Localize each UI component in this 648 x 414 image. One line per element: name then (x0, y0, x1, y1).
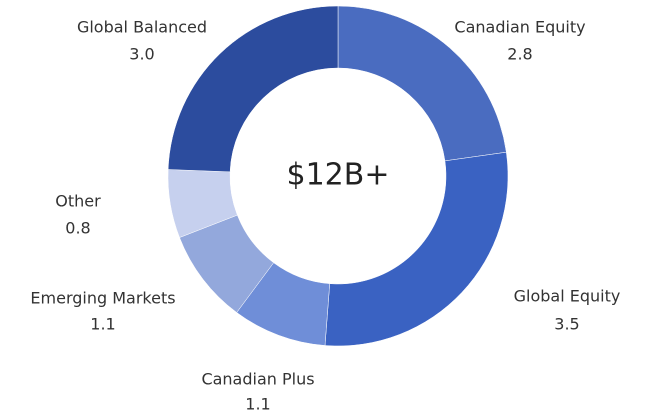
slice-name: Canadian Equity (454, 18, 585, 37)
slice-value: 0.8 (65, 219, 90, 238)
slice-value: 3.0 (129, 45, 154, 64)
donut-slice (167, 5, 339, 173)
center-label: $12B+ (287, 158, 390, 193)
slice-name: Other (55, 192, 101, 211)
slice-value: 1.1 (90, 315, 115, 334)
slice-name: Canadian Plus (201, 370, 314, 389)
slice-value: 2.8 (507, 45, 532, 64)
slice-name: Emerging Markets (30, 289, 175, 308)
donut-slice (324, 151, 509, 347)
slice-name: Global Balanced (77, 18, 207, 37)
slice-value: 1.1 (245, 395, 270, 414)
slice-value: 3.5 (554, 315, 579, 334)
slice-name: Global Equity (514, 287, 621, 306)
donut-slice (337, 5, 507, 162)
